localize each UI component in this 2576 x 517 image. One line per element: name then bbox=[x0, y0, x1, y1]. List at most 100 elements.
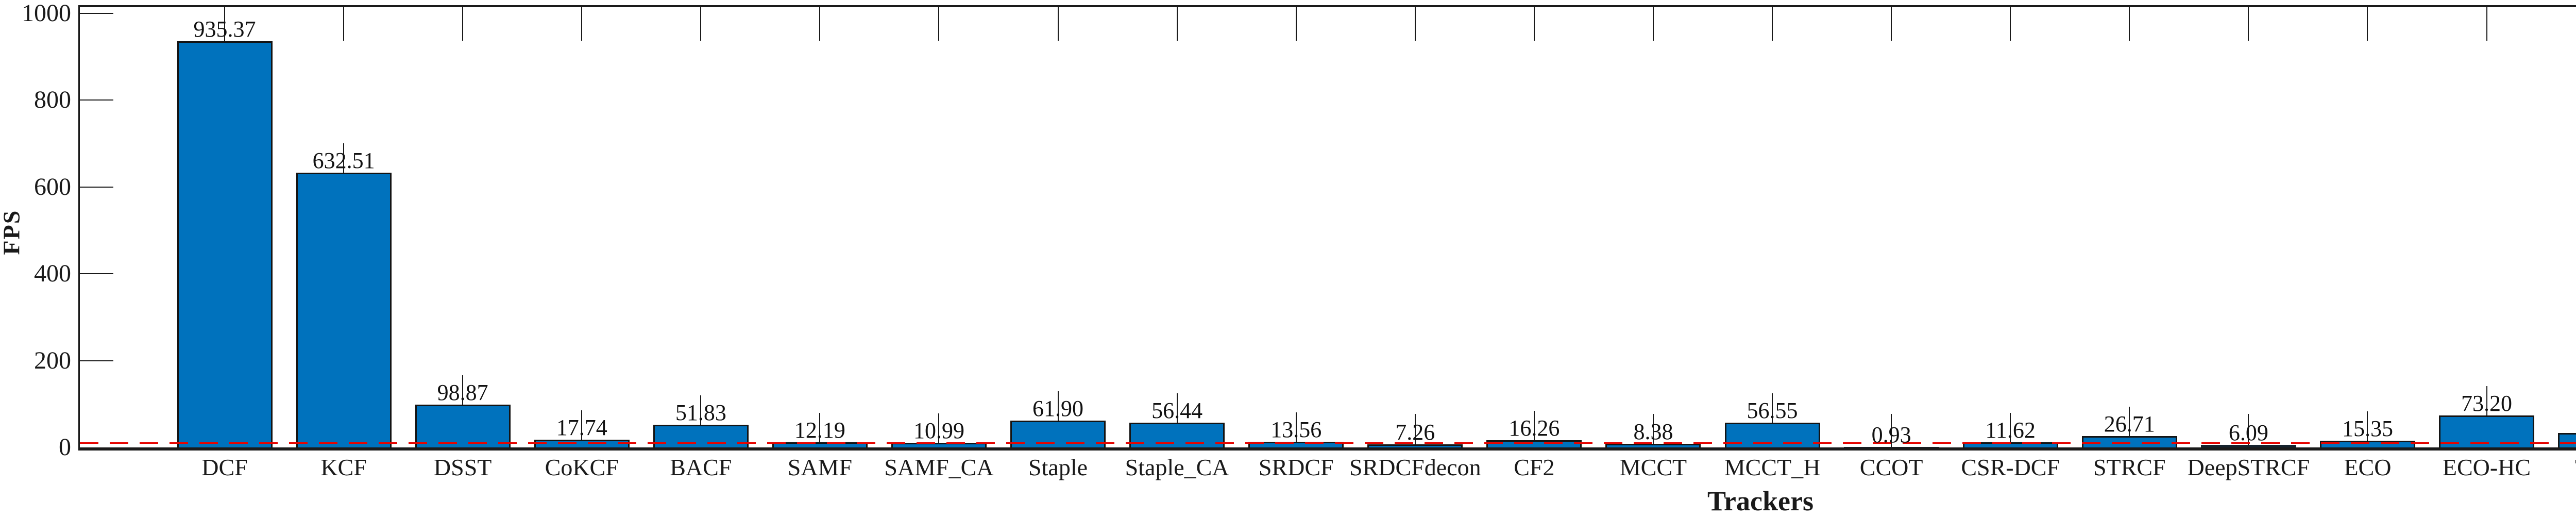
category-tick-top bbox=[2010, 7, 2011, 41]
bar-value-label: 0.93 bbox=[1871, 422, 1911, 447]
value-leader-line bbox=[2367, 411, 2368, 441]
bar-value-label: 61.90 bbox=[1032, 395, 1084, 421]
bar bbox=[653, 425, 749, 447]
bar-value-label: 15.35 bbox=[2342, 416, 2393, 442]
y-axis-tick-label: 600 bbox=[34, 173, 71, 201]
y-axis-tick-label: 0 bbox=[59, 433, 71, 461]
bar-value-label: 632.51 bbox=[312, 148, 375, 174]
bar bbox=[296, 173, 392, 447]
y-axis-tick-label: 400 bbox=[34, 260, 71, 288]
value-leader-line bbox=[1295, 412, 1297, 442]
bar-value-label: 51.83 bbox=[675, 400, 726, 426]
y-axis-tick-left bbox=[80, 12, 113, 14]
bar-value-label: 73.20 bbox=[2461, 391, 2513, 416]
value-leader-line bbox=[1891, 417, 1892, 447]
x-axis-tick-label: CSR-DCF bbox=[1961, 454, 2060, 480]
x-axis-tick-label: DeepSTRCF bbox=[2187, 454, 2310, 480]
bar-value-label: 98.87 bbox=[437, 379, 488, 405]
bar bbox=[1605, 443, 1701, 447]
plot-area: 935.37 632.51 98.87 17.74 51.83 12.19 10.99 61.… bbox=[78, 5, 2576, 451]
bar-value-label: 17.74 bbox=[556, 415, 607, 441]
value-leader-line bbox=[1533, 411, 1535, 441]
category-tick-top bbox=[2486, 7, 2487, 41]
x-axis-tick-label: SRDCF bbox=[1258, 454, 1334, 480]
value-leader-line bbox=[819, 412, 821, 442]
x-axis-tick-label: MCCT bbox=[1619, 454, 1687, 480]
y-axis-tick-label: 1000 bbox=[22, 0, 71, 27]
category-tick-top bbox=[343, 7, 345, 41]
y-axis-tick-label: 800 bbox=[34, 86, 71, 114]
category-tick-top bbox=[2248, 7, 2249, 41]
y-axis-title: FPS bbox=[0, 209, 25, 255]
value-leader-line bbox=[2486, 386, 2487, 416]
category-tick-top bbox=[700, 7, 702, 41]
bar bbox=[2319, 441, 2415, 447]
value-leader-line bbox=[1057, 391, 1059, 421]
category-tick-top bbox=[1533, 7, 1535, 41]
x-axis-tick-label: CoKCF bbox=[545, 454, 619, 480]
x-axis-tick-label: TADT bbox=[2503, 456, 2576, 479]
bar bbox=[1486, 440, 1582, 447]
category-tick-top bbox=[819, 7, 821, 41]
y-axis-tick-left bbox=[80, 360, 113, 361]
x-axis-tick-label: STRCF bbox=[2093, 454, 2166, 480]
x-axis-tick-label: ECO-HC bbox=[2442, 454, 2531, 480]
bar-value-label: 6.09 bbox=[2228, 420, 2268, 445]
bar-value-label: 16.26 bbox=[1509, 415, 1560, 441]
bar-value-label: 26.71 bbox=[2104, 411, 2155, 437]
bar-value-label: 8.38 bbox=[1633, 419, 1673, 444]
category-tick-top bbox=[1772, 7, 1773, 41]
category-tick-top bbox=[1652, 7, 1654, 41]
category-tick-top bbox=[2129, 7, 2130, 41]
x-axis-tick-label: ECO bbox=[2344, 454, 2392, 480]
category-tick-top bbox=[462, 7, 464, 41]
y-axis-tick-left bbox=[80, 273, 113, 275]
bar bbox=[2558, 432, 2576, 447]
x-axis-tick-label: Staple bbox=[1028, 454, 1088, 480]
x-axis-tick-label: BACF bbox=[670, 454, 732, 480]
category-tick-top bbox=[1414, 7, 1416, 41]
value-leader-line bbox=[343, 143, 345, 173]
value-leader-line bbox=[224, 12, 225, 42]
value-leader-line bbox=[938, 413, 940, 443]
bar-value-label: 935.37 bbox=[193, 16, 256, 42]
x-axis-tick-label: MCCT_H bbox=[1724, 454, 1821, 480]
value-leader-line bbox=[2248, 415, 2249, 445]
category-tick-top bbox=[938, 7, 940, 41]
category-tick-top bbox=[1891, 7, 1892, 41]
bar bbox=[2200, 444, 2296, 447]
value-leader-line bbox=[1772, 393, 1773, 423]
bar-value-label: 56.44 bbox=[1151, 398, 1203, 424]
x-axis-tick-label: CF2 bbox=[1514, 454, 1555, 480]
y-axis-tick-label: 200 bbox=[34, 346, 71, 374]
value-leader-line bbox=[2010, 413, 2011, 443]
value-leader-line bbox=[581, 410, 583, 440]
bar-value-label: 10.99 bbox=[913, 418, 964, 443]
y-axis-tick-left bbox=[80, 186, 113, 188]
bar-value-label: 7.26 bbox=[1395, 419, 1435, 445]
value-leader-line bbox=[2129, 406, 2130, 436]
bar bbox=[1367, 444, 1463, 447]
category-tick-top bbox=[1295, 7, 1297, 41]
bar bbox=[1843, 446, 1939, 447]
category-tick-top bbox=[1176, 7, 1178, 41]
value-leader-line bbox=[700, 395, 702, 425]
bar-value-label: 11.62 bbox=[1985, 418, 2036, 443]
value-leader-line bbox=[1414, 414, 1416, 444]
bar bbox=[2439, 415, 2535, 447]
category-tick-top bbox=[1057, 7, 1059, 41]
value-leader-line bbox=[462, 375, 464, 405]
realtime-threshold-line bbox=[80, 442, 2576, 444]
value-leader-line bbox=[1176, 393, 1178, 423]
x-axis-tick-label: SRDCFdecon bbox=[1349, 454, 1481, 480]
bar-value-label: 13.56 bbox=[1270, 416, 1322, 442]
x-axis-tick-label: Staple_CA bbox=[1125, 454, 1229, 480]
y-axis-tick-left bbox=[80, 99, 113, 101]
bar bbox=[177, 41, 273, 447]
x-axis-tick-label: DSST bbox=[433, 454, 492, 480]
bar-value-label: 56.55 bbox=[1747, 398, 1798, 424]
category-tick-top bbox=[581, 7, 583, 41]
bar bbox=[2081, 436, 2177, 447]
bar-value-label: 33.82 bbox=[2529, 409, 2576, 433]
